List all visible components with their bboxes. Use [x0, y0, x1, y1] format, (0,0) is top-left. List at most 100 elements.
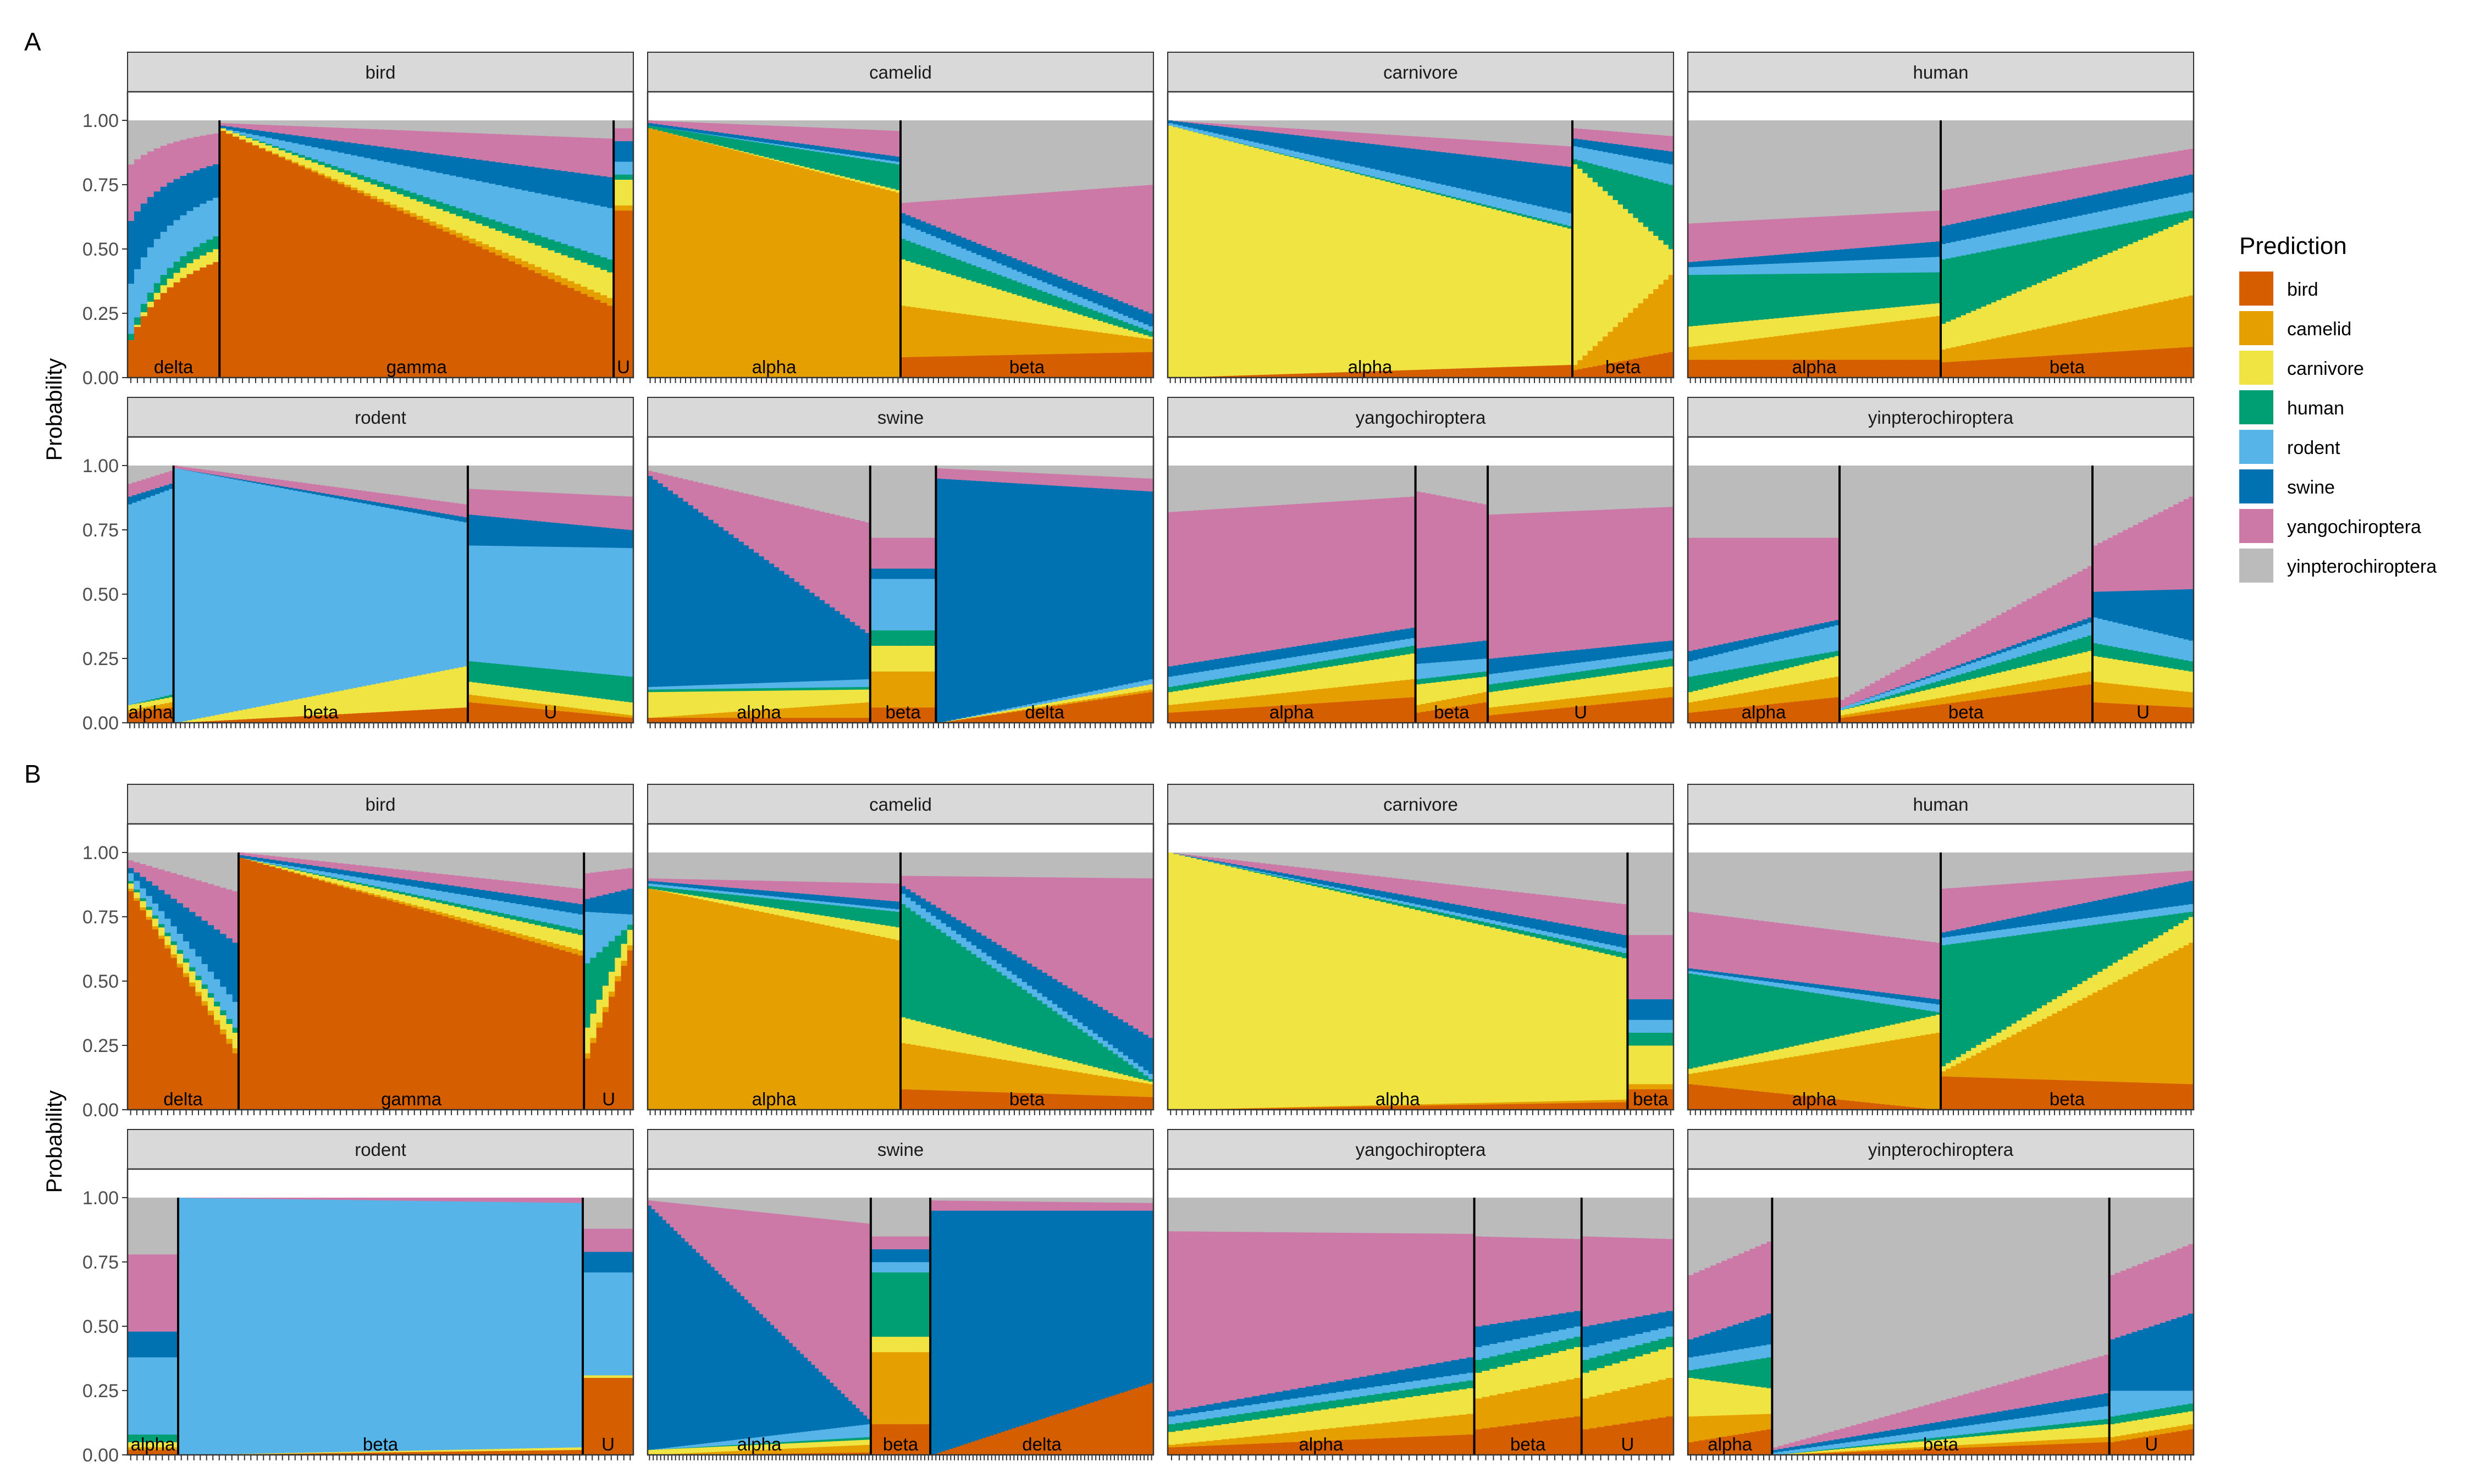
bar-segment-camelid: [2143, 305, 2149, 350]
bar-segment-bird: [1743, 359, 1749, 378]
bar-segment-carnivore: [574, 259, 582, 284]
bar-segment-human: [233, 132, 240, 134]
bar-segment-yangochiroptera: [956, 469, 962, 480]
bar-segment-rodent: [667, 686, 673, 690]
bar-segment-camelid: [673, 716, 678, 718]
bar-segment-human: [1733, 274, 1739, 323]
bar-segment-human: [789, 688, 795, 691]
bar-segment-carnivore: [500, 685, 505, 699]
bar-segment-carnivore: [390, 191, 397, 205]
bar-segment-rodent: [2118, 207, 2123, 225]
bar-segment-yangochiroptera: [658, 120, 664, 125]
bar-segment-carnivore: [396, 193, 404, 208]
bar-segment-yangochiroptera: [986, 470, 992, 482]
bar-segment-yinpterochiroptera: [2006, 120, 2012, 179]
bar-segment-bird: [901, 357, 906, 378]
bar-segment-camelid: [1062, 702, 1068, 705]
bar-segment-human: [749, 688, 754, 691]
bar-segment-human: [840, 687, 846, 690]
bar-segment-carnivore: [1263, 150, 1269, 375]
bar-segment-human: [1143, 329, 1149, 335]
bar-segment-rodent: [1783, 263, 1790, 274]
bar-segment-rodent: [1481, 193, 1487, 204]
bar-segment-yinpterochiroptera: [1834, 120, 1840, 216]
bar-segment-swine: [941, 478, 947, 722]
bar-segment-yangochiroptera: [718, 487, 724, 528]
bar-segment-swine: [412, 508, 418, 513]
bar-segment-yinpterochiroptera: [698, 120, 704, 123]
bar-segment-yinpterochiroptera: [316, 466, 321, 485]
bar-segment-swine: [2123, 188, 2128, 207]
bar-segment-carnivore: [1421, 190, 1426, 370]
bar-segment-human: [2148, 218, 2153, 236]
bar-segment-yangochiroptera: [193, 136, 201, 171]
bar-segment-bird: [703, 717, 709, 723]
bar-segment-human: [850, 157, 855, 179]
bar-segment-swine: [2183, 175, 2189, 194]
bar-segment-carnivore: [192, 719, 197, 722]
bar-segment-rodent: [173, 468, 179, 723]
bar-segment-swine: [905, 568, 911, 579]
bar-segment-carnivore: [1083, 315, 1088, 331]
bar-segment-rodent: [226, 129, 233, 131]
bar-segment-swine: [192, 471, 197, 472]
bar-segment-swine: [550, 522, 556, 547]
bar-segment-yangochiroptera: [905, 538, 911, 569]
bar-segment-human: [1138, 327, 1144, 334]
bar-segment-swine: [991, 481, 997, 712]
bar-segment-bird: [1012, 711, 1018, 723]
bar-segment-rodent: [2047, 222, 2052, 239]
bar-segment-yangochiroptera: [1446, 138, 1451, 153]
x-ticks: [130, 378, 631, 383]
bar-segment-yinpterochiroptera: [1143, 466, 1149, 479]
bar-segment-yangochiroptera: [1345, 131, 1350, 141]
bar-segment-camelid: [835, 704, 841, 718]
bar-segment-rodent: [600, 206, 608, 258]
bar-segment-camelid: [708, 143, 714, 378]
bar-segment-yangochiroptera: [840, 516, 846, 615]
bar-segment-swine: [226, 126, 233, 130]
bar-segment-camelid: [658, 130, 664, 378]
bar-segment-yinpterochiroptera: [1002, 120, 1007, 196]
bar-segment-human: [2188, 210, 2194, 219]
bar-segment-bird: [1608, 363, 1614, 378]
bar-segment-rodent: [850, 679, 855, 688]
bar-segment-bird: [578, 712, 583, 723]
bar-segment-camelid: [2163, 301, 2169, 349]
bar-segment-yangochiroptera: [1012, 195, 1018, 258]
bar-segment-swine: [1113, 298, 1119, 312]
bar-segment-yangochiroptera: [213, 133, 220, 164]
bar-segment-yangochiroptera: [678, 121, 683, 128]
bar-segment-camelid: [926, 309, 931, 357]
bar-segment-yinpterochiroptera: [769, 466, 775, 500]
bar-segment-swine: [890, 568, 896, 579]
x-ticks: [129, 723, 632, 728]
bar-segment-camelid: [555, 705, 560, 711]
bar-segment-yangochiroptera: [463, 504, 468, 517]
bar-segment-camelid: [895, 192, 901, 378]
bar-segment-rodent: [1047, 284, 1053, 294]
bar-segment-rodent: [385, 507, 390, 682]
bar-segment-human: [206, 239, 213, 252]
bar-segment-swine: [196, 472, 202, 473]
bar-segment-bird: [1854, 359, 1860, 378]
bar-segment-bird: [915, 356, 921, 378]
bar-segment-bird: [2001, 358, 2007, 378]
bar-segment-carnivore: [330, 692, 335, 715]
bar-segment-camelid: [2031, 329, 2037, 357]
bar-segment-rodent: [1078, 693, 1083, 697]
bar-segment-bird: [1663, 352, 1669, 378]
bar-segment-yinpterochiroptera: [1410, 120, 1416, 136]
bar-segment-swine: [1178, 121, 1184, 126]
bar-segment-yinpterochiroptera: [1814, 120, 1820, 217]
bar-segment-bird: [1824, 359, 1830, 378]
bar-segment-yinpterochiroptera: [688, 120, 694, 123]
bar-segment-swine: [518, 519, 523, 546]
bar-segment-swine: [1976, 218, 1982, 237]
bar-segment-yinpterochiroptera: [214, 466, 220, 472]
bar-segment-swine: [1203, 124, 1209, 131]
bar-segment-carnivore: [278, 150, 286, 157]
bar-segment-swine: [1334, 140, 1340, 161]
bar-segment-yangochiroptera: [976, 470, 982, 481]
bar-segment-carnivore: [724, 147, 729, 148]
